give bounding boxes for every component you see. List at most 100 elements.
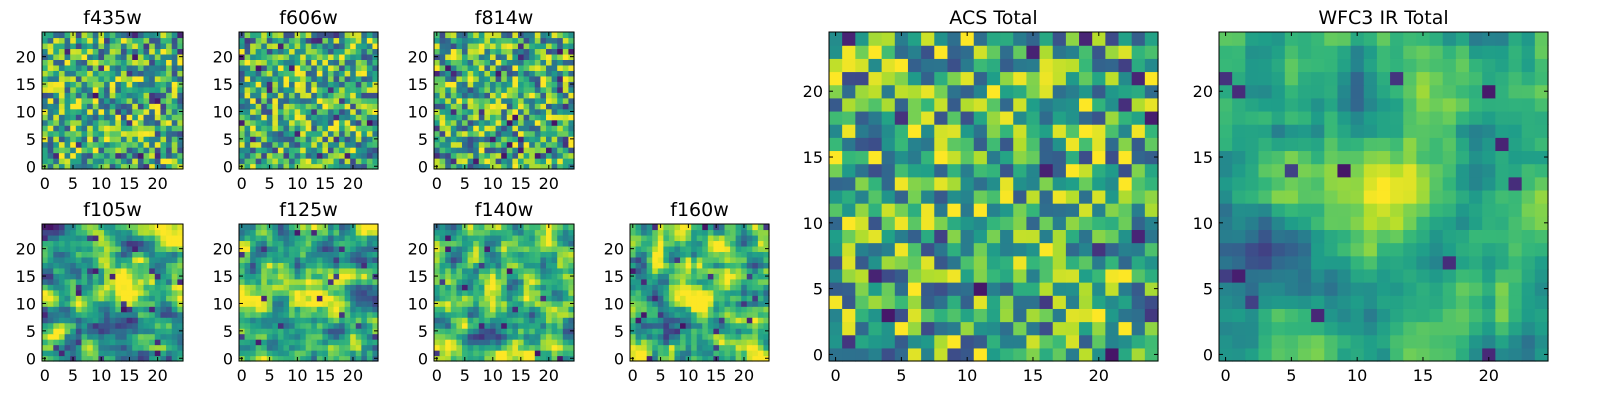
f814w-cell: [557, 32, 564, 39]
f140w-cell: [501, 355, 508, 362]
f105w-cell: [177, 289, 184, 296]
f435w-cell: [166, 86, 173, 93]
f105w-cell: [115, 224, 122, 231]
f814w-cell: [506, 42, 513, 50]
acs-total-cell: [934, 308, 949, 323]
f435w-cell: [109, 32, 116, 39]
f160w-cell: [735, 278, 742, 285]
f606w-x-tick-label: 15: [315, 174, 335, 193]
f105w-cell: [87, 234, 94, 242]
f125w-cell: [322, 273, 329, 280]
f435w-cell: [115, 64, 122, 71]
f125w-cell: [372, 240, 379, 247]
f160w-cell: [630, 339, 637, 346]
f814w-cell: [495, 48, 502, 55]
f814w-cell: [484, 136, 491, 143]
f435w-cell: [98, 147, 105, 154]
f140w-cell: [562, 295, 569, 302]
f814w-cell: [490, 97, 497, 104]
f814w-cell: [518, 64, 525, 71]
f125w-cell: [333, 245, 340, 252]
f160w-cell: [685, 339, 692, 346]
f140w-cell: [557, 256, 564, 263]
f125w-cell: [339, 224, 346, 231]
f105w-cell: [104, 306, 111, 313]
acs-total-cell: [960, 268, 975, 283]
f160w-cell: [724, 339, 731, 346]
f160w-cell: [696, 328, 703, 335]
f105w-cell: [104, 355, 111, 362]
f160w-cell: [680, 284, 687, 291]
acs-total-cell: [894, 334, 909, 349]
f160w-cell: [763, 306, 770, 313]
f814w-cell: [478, 130, 485, 137]
f606w-cell: [322, 97, 329, 104]
f814w-cell: [546, 92, 553, 99]
f160w-cell: [691, 328, 698, 335]
f160w-cell: [663, 278, 670, 285]
f435w-cell: [42, 141, 49, 148]
f160w-cell: [635, 295, 642, 302]
f435w-cell: [92, 42, 99, 50]
f105w-cell: [177, 234, 184, 242]
f105w-cell: [104, 350, 111, 357]
f160w-cell: [668, 295, 676, 302]
f160w-cell: [763, 317, 770, 324]
f814w-cell: [462, 114, 469, 121]
f814w-cell: [506, 92, 513, 99]
f160w-cell: [663, 322, 670, 329]
f606w-cell: [350, 86, 357, 93]
f160w-cell: [674, 344, 681, 351]
f435w-cell: [177, 141, 184, 148]
f606w-cell: [355, 152, 362, 159]
f606w-cell: [239, 158, 246, 165]
f160w-cell: [757, 245, 765, 252]
f160w-cell: [752, 317, 759, 324]
f140w-cell: [434, 317, 441, 324]
acs-total-cell: [881, 189, 896, 204]
f160w-cell: [685, 311, 692, 318]
f125w-cell: [300, 251, 307, 258]
f160w-cell: [746, 344, 753, 351]
acs-total-cell: [881, 176, 896, 191]
f140w-cell: [467, 328, 474, 335]
f105w-cell: [47, 289, 54, 296]
f606w-cell: [300, 92, 307, 99]
f814w-cell: [529, 108, 536, 115]
f160w-cell: [746, 267, 753, 274]
acs-total-cell: [881, 268, 896, 283]
f140w-cell: [534, 256, 541, 263]
f125w-cell: [366, 278, 374, 285]
f435w-x-tick-label: 0: [40, 174, 50, 193]
f160w-cell: [757, 339, 765, 346]
f140w-cell: [523, 273, 530, 280]
f125w-cell: [255, 251, 262, 258]
f606w-cell: [333, 158, 340, 165]
f606w-cell: [244, 59, 251, 66]
f140w-cell: [506, 278, 513, 285]
f435w-cell: [58, 125, 66, 132]
f105w-cell: [137, 245, 145, 252]
f125w-cell: [350, 262, 357, 269]
f105w-cell: [177, 295, 184, 302]
f125w-cell: [372, 295, 379, 302]
f140w-cell: [462, 245, 469, 252]
f606w-cell: [266, 75, 273, 82]
f160w-cell: [696, 229, 703, 236]
f814w-cell: [562, 141, 569, 148]
f814w-cell: [562, 42, 569, 50]
f606w-cell: [366, 92, 374, 99]
f435w-cell: [98, 86, 105, 93]
f140w-cell: [478, 229, 485, 236]
f105w-cell: [64, 278, 71, 285]
f125w-cell: [294, 311, 301, 318]
f125w-cell: [333, 267, 340, 274]
f105w-cell: [166, 295, 173, 302]
f125w-cell: [300, 350, 307, 357]
acs-total-cell: [842, 203, 856, 217]
f435w-cell: [64, 130, 71, 137]
f125w-cell: [300, 317, 307, 324]
f105w-cell: [75, 328, 83, 335]
f105w-cell: [58, 295, 66, 302]
f606w-cell: [327, 37, 335, 44]
